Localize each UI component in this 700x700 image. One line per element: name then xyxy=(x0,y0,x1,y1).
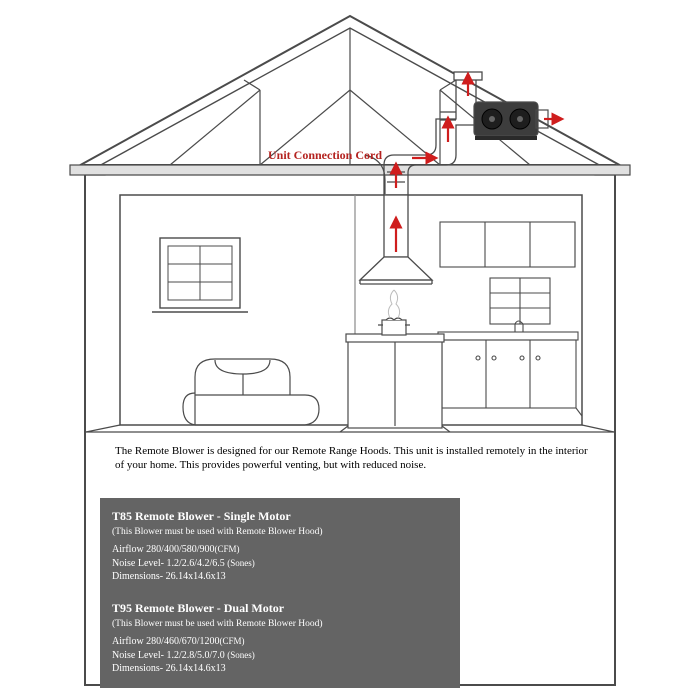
spec1-dimensions: Dimensions- 26.14x14.6x13 xyxy=(112,570,448,584)
spec1-noise: Noise Level- 1.2/2.6/4.2/6.5 (Sones) xyxy=(112,557,448,571)
spec2-note: (This Blower must be used with Remote Bl… xyxy=(112,618,448,631)
spec2-title: T95 Remote Blower - Dual Motor xyxy=(112,600,448,616)
spec1-note: (This Blower must be used with Remote Bl… xyxy=(112,526,448,539)
description-text: The Remote Blower is designed for our Re… xyxy=(115,445,595,473)
window-left xyxy=(152,238,248,312)
spec-box-dual-motor: T95 Remote Blower - Dual Motor (This Blo… xyxy=(100,590,460,688)
spec-box-single-motor: T85 Remote Blower - Single Motor (This B… xyxy=(100,498,460,596)
spec1-title: T85 Remote Blower - Single Motor xyxy=(112,508,448,524)
kitchen-right xyxy=(436,222,582,416)
spec2-noise: Noise Level- 1.2/2.8/5.0/7.0 (Sones) xyxy=(112,649,448,663)
spec1-airflow: Airflow 280/400/580/900(CFM) xyxy=(112,543,448,557)
spec2-dimensions: Dimensions- 26.14x14.6x13 xyxy=(112,662,448,676)
stove-island xyxy=(340,290,450,432)
sofa xyxy=(183,359,319,425)
spec2-airflow: Airflow 280/460/670/1200(CFM) xyxy=(112,635,448,649)
blower-unit xyxy=(474,102,548,140)
cord-label: Unit Connection Cord xyxy=(268,148,382,163)
